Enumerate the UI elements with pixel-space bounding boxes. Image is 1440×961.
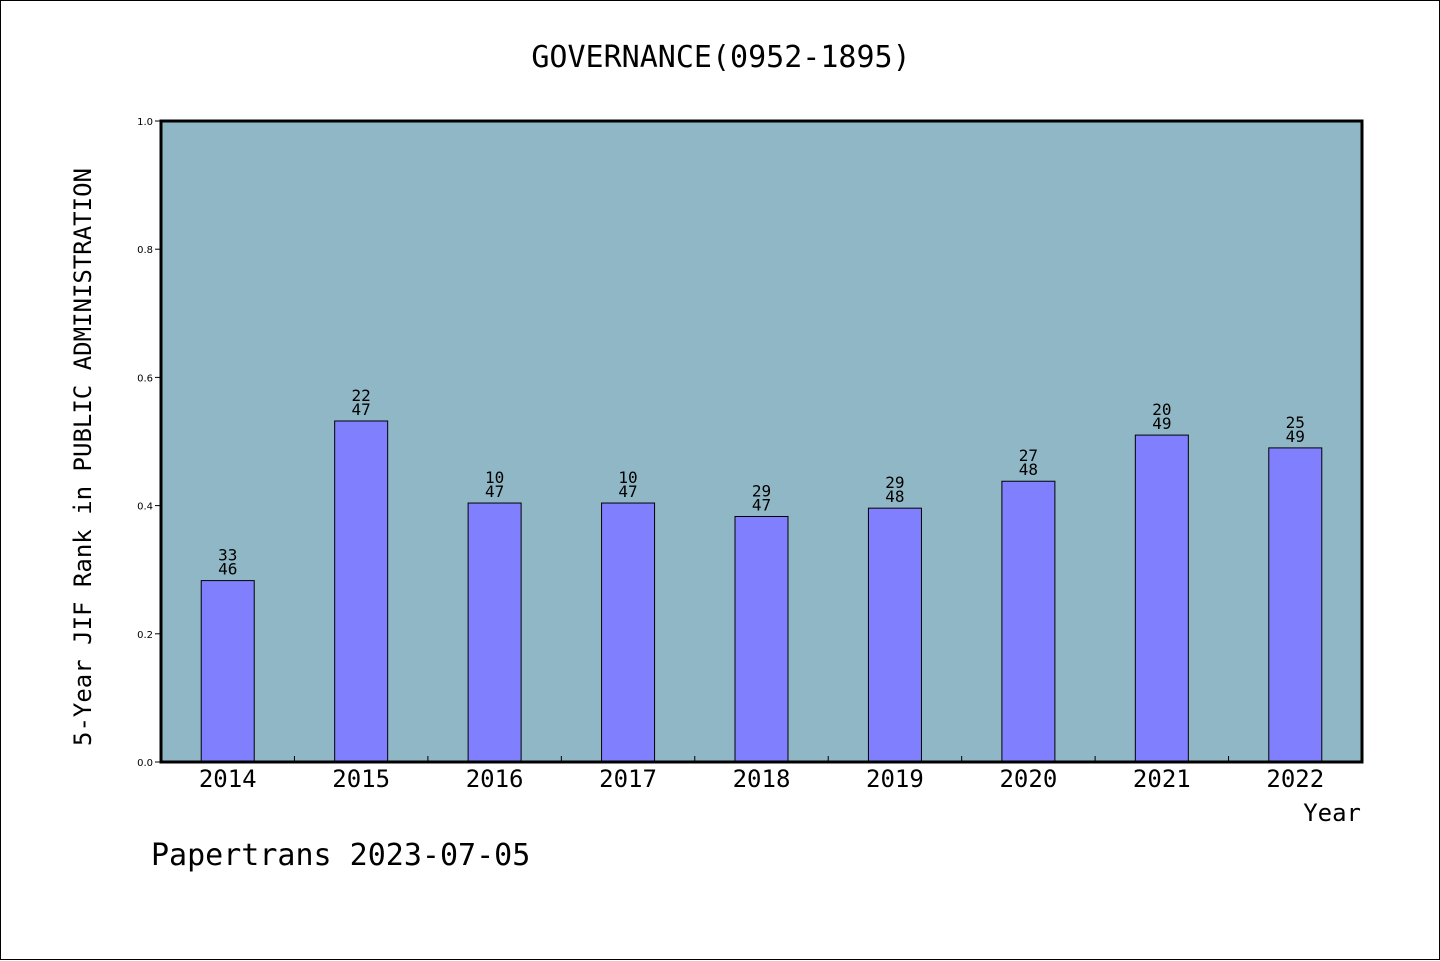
bar-rank-label: 10 (618, 468, 637, 487)
bar-total-label: 48 (1019, 460, 1038, 479)
y-tick-label: 0.0 (137, 758, 153, 769)
bar-total-label: 48 (885, 487, 904, 506)
bar (467, 502, 522, 763)
bar-rank-label: 27 (1019, 446, 1038, 465)
bar-total-label: 47 (485, 482, 504, 501)
bar-rank-label: 33 (218, 546, 237, 565)
x-axis-ticks: 2014 2015 2016 2017 2018 2019 2020 2021 2022 (199, 756, 1324, 793)
bar-total-label: 47 (618, 482, 637, 501)
bar-rank-label: 25 (1286, 413, 1305, 432)
bar (1134, 434, 1189, 763)
bar (334, 420, 389, 763)
bar (200, 580, 255, 763)
x-tick-label: 2018 (733, 765, 791, 793)
bar (1268, 447, 1323, 763)
x-axis-label: Year (1303, 799, 1361, 827)
x-tick-label: 2019 (866, 765, 924, 793)
bar-rank-label: 22 (352, 386, 371, 405)
x-tick-label: 2015 (332, 765, 390, 793)
bar (734, 515, 789, 763)
bar (867, 507, 922, 763)
bar-rank-label: 10 (485, 468, 504, 487)
bar-total-label: 46 (218, 560, 237, 579)
bar-rank-label: 29 (885, 473, 904, 492)
bar-total-label: 47 (352, 400, 371, 419)
plot-border (159, 119, 1364, 764)
y-tick-label: 0.6 (137, 373, 153, 384)
bar-rank-label: 20 (1152, 400, 1171, 419)
bar (601, 502, 656, 763)
footer-watermark: Papertrans 2023-07-05 (151, 838, 530, 873)
chart-title: GOVERNANCE(0952-1895) (531, 40, 910, 75)
x-tick-label: 2014 (199, 765, 257, 793)
y-tick-label: 1.0 (137, 117, 153, 128)
y-tick-label: 0.8 (137, 245, 153, 256)
x-tick-label: 2022 (1266, 765, 1324, 793)
y-axis-ticks: 0.0 0.2 0.4 0.6 0.8 1.0 (137, 117, 161, 769)
bar-rank-label: 29 (752, 481, 771, 500)
y-axis-label: 5-Year JIF Rank in PUBLIC ADMINISTRATION (69, 168, 97, 746)
x-tick-label: 2021 (1133, 765, 1191, 793)
bar-total-label: 47 (752, 495, 771, 514)
bar-total-label: 49 (1152, 414, 1171, 433)
x-tick-label: 2016 (466, 765, 524, 793)
y-tick-label: 0.4 (137, 502, 153, 513)
y-tick-label: 0.2 (137, 630, 153, 641)
x-tick-label: 2017 (599, 765, 657, 793)
bar (1001, 480, 1056, 763)
x-tick-label: 2020 (999, 765, 1057, 793)
bar-total-label: 49 (1286, 427, 1305, 446)
